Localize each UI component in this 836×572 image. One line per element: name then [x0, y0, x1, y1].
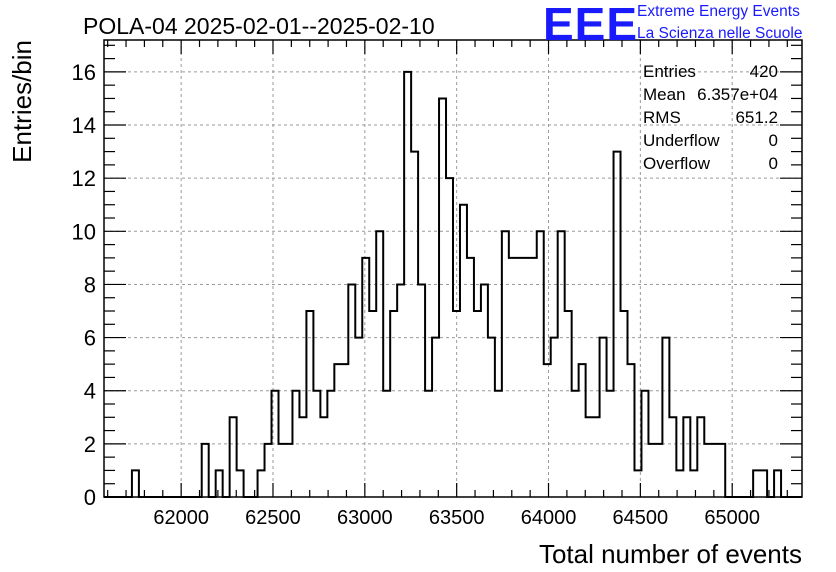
- stats-mean-value: 6.357e+04: [697, 85, 778, 104]
- x-axis-tick-labels: 62000 62500 63000 63500 64000 64500 65000: [153, 507, 760, 529]
- stats-rms-label: RMS: [643, 108, 681, 127]
- stats-overflow-label: Overflow: [643, 154, 711, 173]
- y-tick-label: 16: [72, 60, 96, 85]
- x-axis-label: Total number of events: [539, 539, 802, 569]
- eee-logo: EEE: [543, 0, 639, 50]
- stats-mean-label: Mean: [643, 85, 686, 104]
- y-axis-ticks: [104, 44, 802, 498]
- logo-line-1: Extreme Energy Events: [637, 3, 800, 20]
- y-axis-label: Entries/bin: [7, 40, 37, 163]
- stats-underflow-label: Underflow: [643, 131, 720, 150]
- x-tick-label: 63500: [429, 507, 485, 529]
- x-tick-label: 64500: [613, 507, 669, 529]
- x-tick-label: 63000: [337, 507, 393, 529]
- y-tick-label: 14: [72, 113, 96, 138]
- y-tick-label: 12: [72, 166, 96, 191]
- stats-overflow-value: 0: [769, 154, 778, 173]
- stats-rms-value: 651.2: [735, 108, 778, 127]
- stats-entries-value: 420: [750, 62, 778, 81]
- y-tick-label: 2: [84, 432, 96, 457]
- stats-box: Entries 420 Mean 6.357e+04 RMS 651.2 Und…: [643, 62, 778, 173]
- chart-title: POLA-04 2025-02-01--2025-02-10: [83, 13, 435, 39]
- x-tick-label: 62500: [245, 507, 301, 529]
- y-tick-label: 6: [84, 326, 96, 351]
- y-tick-label: 0: [84, 485, 96, 510]
- plot-frame: [103, 39, 803, 498]
- y-tick-label: 4: [84, 379, 96, 404]
- stats-underflow-value: 0: [769, 131, 778, 150]
- x-tick-label: 62000: [153, 507, 209, 529]
- x-axis-ticks: [107, 40, 788, 497]
- stats-entries-label: Entries: [643, 62, 696, 81]
- y-tick-label: 8: [84, 272, 96, 297]
- histogram-outline: [104, 70, 802, 498]
- x-tick-label: 65000: [704, 507, 760, 529]
- x-tick-label: 64000: [521, 507, 577, 529]
- logo-line-2: La Scienza nelle Scuole: [637, 25, 803, 42]
- y-tick-label: 10: [72, 219, 96, 244]
- y-axis-tick-labels: 0 2 4 6 8 10 12 14 16: [72, 60, 96, 510]
